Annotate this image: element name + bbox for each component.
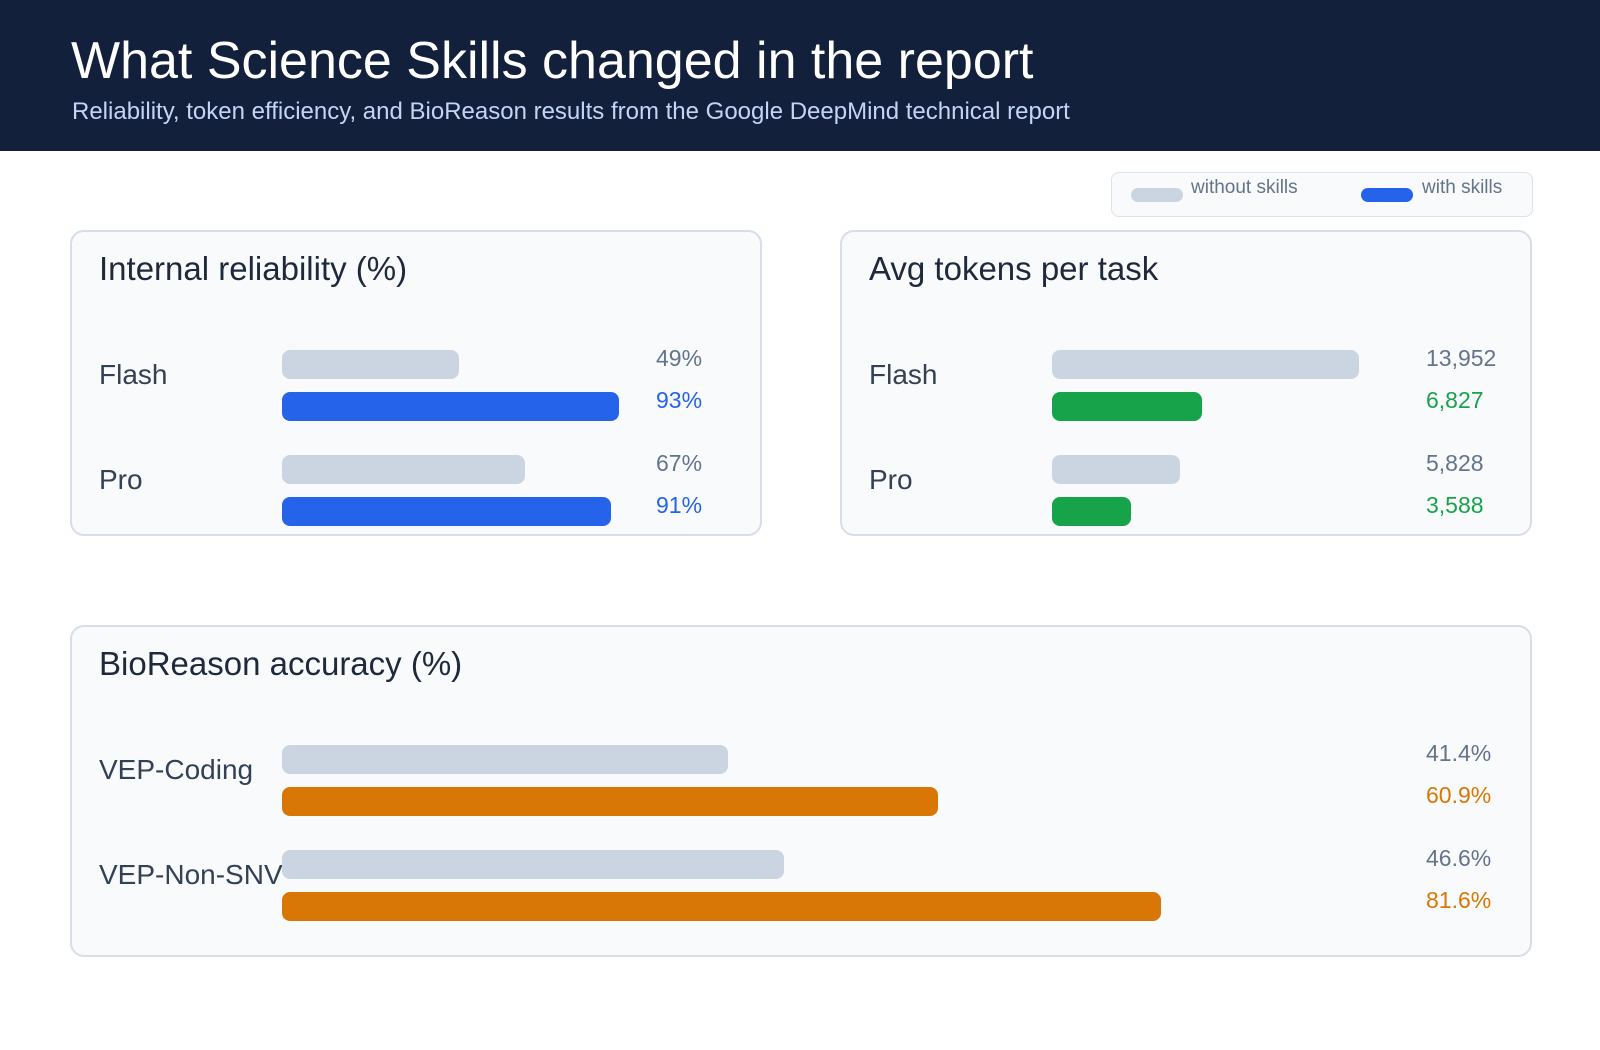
page-title: What Science Skills changed in the repor… [71, 32, 1034, 90]
tokens-bar-with-skills [1052, 497, 1131, 526]
bioreason-bar-with-skills [282, 787, 938, 816]
legend: without skills with skills [1111, 172, 1533, 217]
reliability-value-with-skills: 93% [656, 387, 703, 413]
reliability-bar-with-skills [282, 497, 611, 526]
header-banner: What Science Skills changed in the repor… [0, 0, 1600, 151]
legend-label-with: with skills [1422, 177, 1503, 198]
reliability-category-label: Flash [99, 359, 168, 390]
tokens-panel-title: Avg tokens per task [869, 250, 1159, 287]
reliability-bar-without-skills [282, 455, 525, 484]
reliability-value-with-skills: 91% [656, 492, 703, 518]
reliability-category-label: Pro [99, 464, 143, 495]
reliability-bar-without-skills [282, 350, 459, 379]
reliability-bar-with-skills [282, 392, 619, 421]
bioreason-panel: BioReason accuracy (%) VEP-Coding 41.4% 60… [70, 625, 1532, 957]
tokens-category-label: Flash [869, 359, 938, 390]
bioreason-value-without-skills: 46.6% [1426, 845, 1492, 871]
bioreason-category-label: VEP-Coding [99, 754, 254, 785]
tokens-bar-without-skills [1052, 350, 1359, 379]
tokens-bar-with-skills [1052, 392, 1202, 421]
bioreason-bar-without-skills [282, 745, 728, 774]
tokens-category-label: Pro [869, 464, 913, 495]
bioreason-value-with-skills: 81.6% [1426, 887, 1492, 913]
bioreason-value-without-skills: 41.4% [1426, 740, 1492, 766]
reliability-value-without-skills: 67% [656, 450, 703, 476]
bioreason-bar-without-skills [282, 850, 784, 879]
tokens-panel: Avg tokens per task Flash 13,952 6,827 Pro 5… [840, 230, 1532, 536]
page-subtitle: Reliability, token efficiency, and BioRe… [72, 98, 1070, 125]
tokens-value-without-skills: 13,952 [1426, 345, 1497, 371]
tokens-value-without-skills: 5,828 [1426, 450, 1484, 476]
reliability-value-without-skills: 49% [656, 345, 703, 371]
tokens-bar-without-skills [1052, 455, 1180, 484]
legend-swatch-without [1131, 188, 1183, 202]
bioreason-value-with-skills: 60.9% [1426, 782, 1492, 808]
bioreason-bar-with-skills [282, 892, 1161, 921]
tokens-value-with-skills: 3,588 [1426, 492, 1484, 518]
bioreason-category-label: VEP-Non-SNV [99, 859, 283, 890]
reliability-panel-title: Internal reliability (%) [99, 250, 408, 287]
legend-label-without: without skills [1191, 177, 1298, 198]
tokens-value-with-skills: 6,827 [1426, 387, 1484, 413]
bioreason-panel-title: BioReason accuracy (%) [99, 645, 463, 682]
reliability-panel: Internal reliability (%) Flash 49% 93% Pro 6… [70, 230, 762, 536]
legend-swatch-with [1361, 188, 1413, 202]
